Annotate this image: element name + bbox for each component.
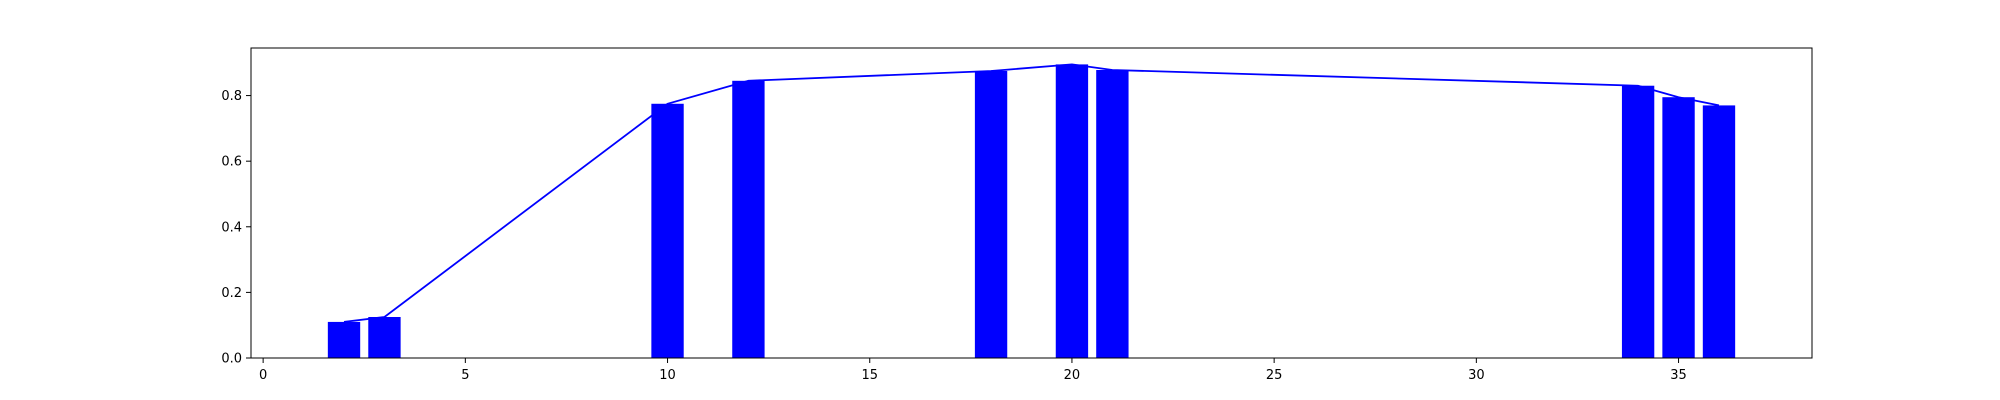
bar [1702,105,1736,358]
y-axis: 0.0 0.2 0.4 0.6 0.8 [221,89,251,367]
x-tick-label: 20 [1064,368,1081,383]
line-series [343,63,1720,323]
y-tick-label: 0.2 [221,286,242,301]
x-tick-label: 10 [659,368,676,383]
plot-frame [250,47,1813,359]
bar [974,70,1008,359]
series-line [343,63,1720,323]
bar [1621,85,1655,359]
bar [1096,69,1129,359]
bar [327,321,361,358]
bar [732,80,765,358]
bar [1662,97,1695,358]
x-tick-label: 30 [1468,368,1485,383]
y-tick-label: 0.4 [221,220,242,235]
y-tick-label: 0.8 [221,89,242,104]
bar-series [327,64,1736,359]
x-tick-label: 15 [861,368,878,383]
bar [651,103,684,358]
x-tick-label: 5 [461,368,469,383]
y-tick-label: 0.6 [221,155,242,170]
x-tick-label: 35 [1670,368,1687,383]
bar [1055,64,1089,359]
x-tick-label: 0 [259,368,267,383]
bar [368,316,401,358]
x-tick-label: 25 [1266,368,1283,383]
x-axis: 0 5 10 15 20 25 30 35 [259,358,1687,383]
y-tick-label: 0.0 [221,352,242,367]
